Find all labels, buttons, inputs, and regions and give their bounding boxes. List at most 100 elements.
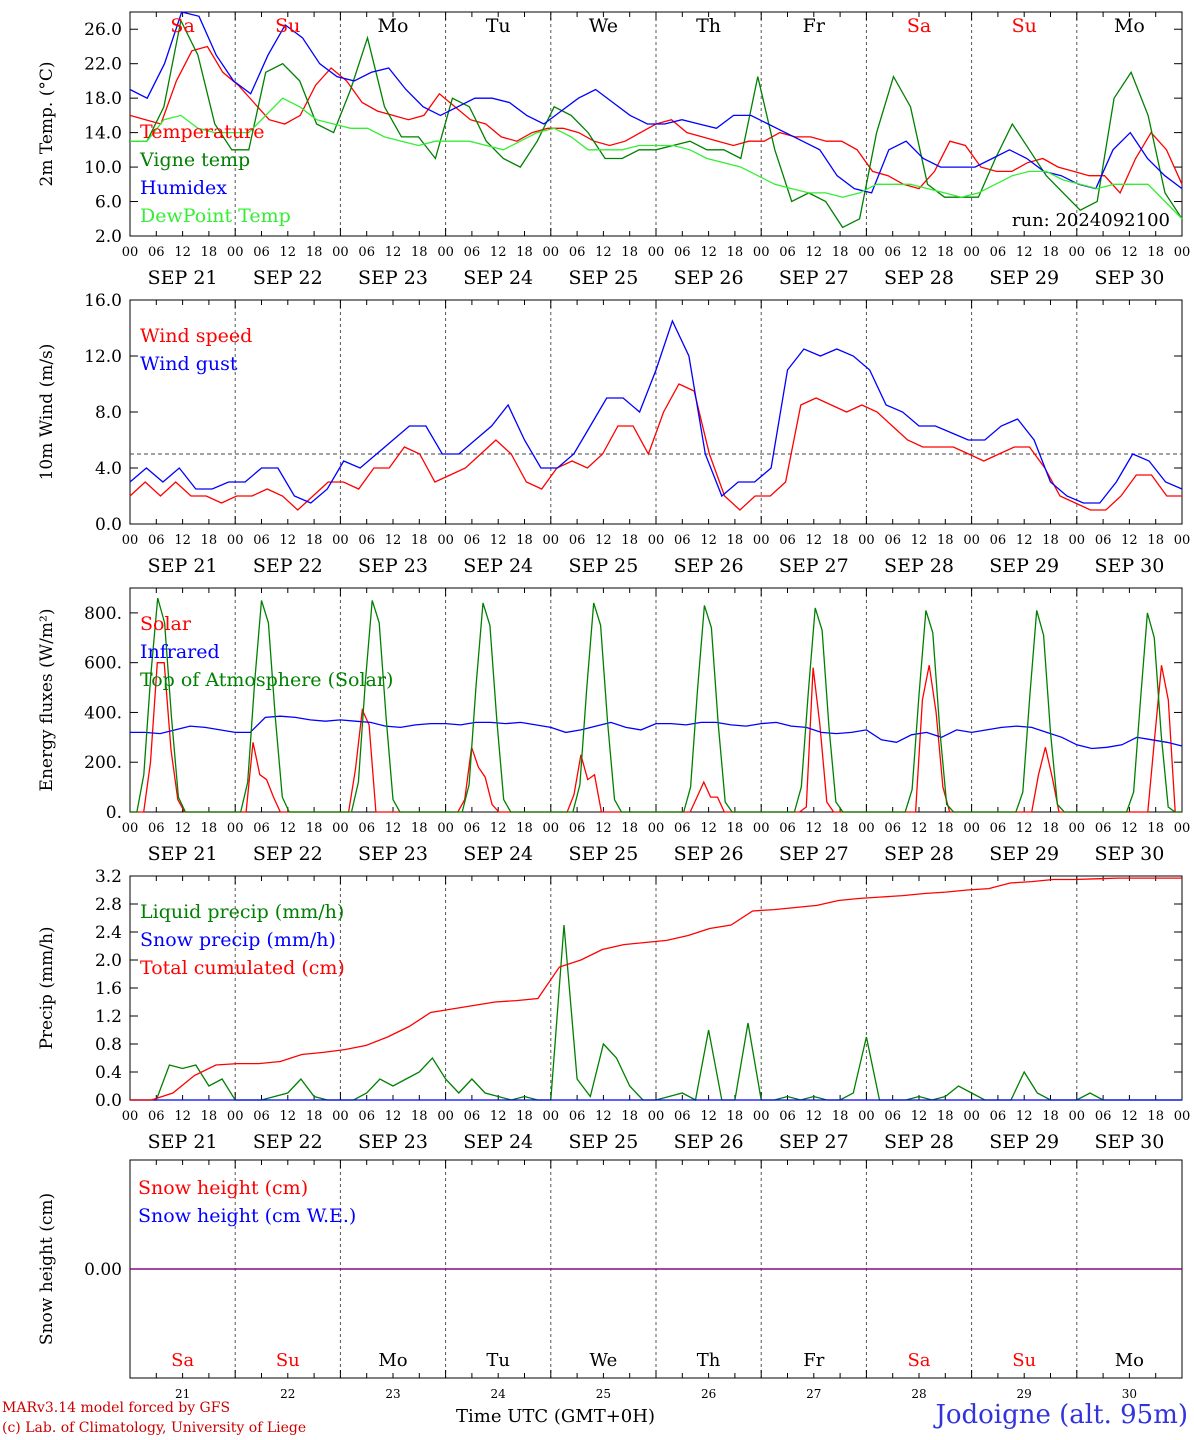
hour-label: 00 (858, 821, 875, 836)
hour-label: 18 (201, 533, 218, 548)
hour-label: 12 (806, 245, 823, 260)
hour-label: 12 (490, 821, 507, 836)
hour-label: 00 (963, 1109, 980, 1124)
hour-label: 12 (595, 245, 612, 260)
hour-label: 00 (963, 533, 980, 548)
hour-label: 18 (516, 821, 533, 836)
legend-entry: Liquid precip (mm/h) (140, 901, 344, 923)
day-number-label: 25 (596, 1387, 611, 1401)
hour-label: 12 (911, 821, 928, 836)
hour-label: 12 (911, 533, 928, 548)
weekday-label: Mo (378, 1350, 407, 1371)
series-line (130, 97, 1183, 220)
hour-label: 00 (122, 533, 139, 548)
hour-label: 00 (753, 1109, 770, 1124)
legend-entry: Snow height (cm) (138, 1177, 308, 1199)
hour-label: 18 (621, 245, 638, 260)
hour-label: 00 (963, 245, 980, 260)
hour-label: 06 (884, 245, 901, 260)
hour-label: 18 (201, 245, 218, 260)
weekday-label: Sa (171, 1350, 194, 1371)
date-label: SEP 28 (884, 1131, 954, 1153)
legend-entry: Snow precip (mm/h) (140, 929, 336, 951)
y-tick-label: 2.4 (95, 923, 122, 943)
hour-label: 18 (411, 821, 428, 836)
date-label: SEP 22 (253, 267, 323, 289)
hour-label: 00 (122, 245, 139, 260)
date-label: SEP 24 (463, 1131, 533, 1153)
date-label: SEP 23 (358, 1131, 428, 1153)
hour-label: 06 (358, 1109, 375, 1124)
legend-entry: Total cumulated (cm) (140, 957, 345, 979)
hour-label: 06 (990, 821, 1007, 836)
hour-label: 06 (148, 1109, 165, 1124)
hour-label: 00 (332, 533, 349, 548)
weekday-label: Mo (378, 15, 409, 37)
hour-label: 12 (1016, 533, 1033, 548)
weekday-label: We (590, 1350, 618, 1371)
day-number-label: 28 (911, 1387, 926, 1401)
date-label: SEP 21 (148, 555, 218, 577)
hour-label: 06 (464, 821, 481, 836)
hour-label: 00 (332, 821, 349, 836)
y-tick-label: 800. (84, 604, 122, 624)
hour-label: 12 (595, 821, 612, 836)
hour-label: 00 (648, 533, 665, 548)
y-tick-label: 2.0 (95, 227, 122, 247)
hour-label: 12 (280, 533, 297, 548)
hour-label: 12 (700, 821, 717, 836)
hour-label: 18 (621, 1109, 638, 1124)
date-label: SEP 30 (1094, 843, 1164, 865)
legend-entry: Humidex (140, 177, 227, 199)
hour-label: 06 (990, 533, 1007, 548)
hour-label: 00 (1069, 821, 1086, 836)
hour-label: 12 (385, 1109, 402, 1124)
hour-label: 06 (569, 1109, 586, 1124)
hour-label: 06 (253, 1109, 270, 1124)
weekday-label: Mo (1114, 15, 1145, 37)
hour-label: 12 (174, 533, 191, 548)
hour-label: 18 (727, 1109, 744, 1124)
date-label: SEP 21 (148, 1131, 218, 1153)
hour-label: 18 (621, 821, 638, 836)
hour-label: 06 (464, 245, 481, 260)
legend-entry: DewPoint Temp (140, 205, 291, 227)
date-label: SEP 21 (148, 843, 218, 865)
hour-label: 12 (174, 1109, 191, 1124)
hour-label: 18 (306, 1109, 323, 1124)
y-tick-label: 16.0 (84, 291, 122, 311)
hour-label: 18 (1042, 1109, 1059, 1124)
y-tick-label: 18.0 (84, 89, 122, 109)
y-tick-label: 0.8 (95, 1035, 122, 1055)
date-label: SEP 29 (989, 555, 1059, 577)
hour-label: 12 (806, 821, 823, 836)
series-line (130, 877, 1182, 1101)
series-line (130, 18, 1183, 229)
hour-label: 18 (411, 533, 428, 548)
hour-label: 06 (990, 245, 1007, 260)
hour-label: 00 (227, 533, 244, 548)
credit-line-1: MARv3.14 model forced by GFS (2, 1400, 231, 1416)
y-axis-label: Snow height (cm) (37, 1193, 57, 1345)
hour-label: 00 (753, 245, 770, 260)
hour-label: 00 (437, 1109, 454, 1124)
hour-label: 00 (227, 821, 244, 836)
weekday-label: Sa (170, 15, 194, 37)
date-label: SEP 22 (253, 1131, 323, 1153)
hour-label: 18 (937, 533, 954, 548)
day-number-label: 24 (491, 1387, 507, 1401)
hour-label: 12 (911, 245, 928, 260)
date-label: SEP 25 (568, 1131, 638, 1153)
hour-label: 06 (674, 533, 691, 548)
series-line (130, 924, 1182, 1101)
hour-label: 06 (358, 821, 375, 836)
y-tick-label: 26.0 (84, 20, 122, 40)
hour-label: 06 (1095, 1109, 1112, 1124)
legend-entry: Wind gust (140, 353, 238, 375)
hour-label: 12 (1121, 245, 1138, 260)
date-label: SEP 24 (463, 843, 533, 865)
y-axis-label: 2m Temp. (°C) (37, 61, 57, 186)
hour-label: 18 (201, 1109, 218, 1124)
hour-label: 18 (1147, 821, 1164, 836)
y-tick-label: 0.4 (95, 1063, 122, 1083)
